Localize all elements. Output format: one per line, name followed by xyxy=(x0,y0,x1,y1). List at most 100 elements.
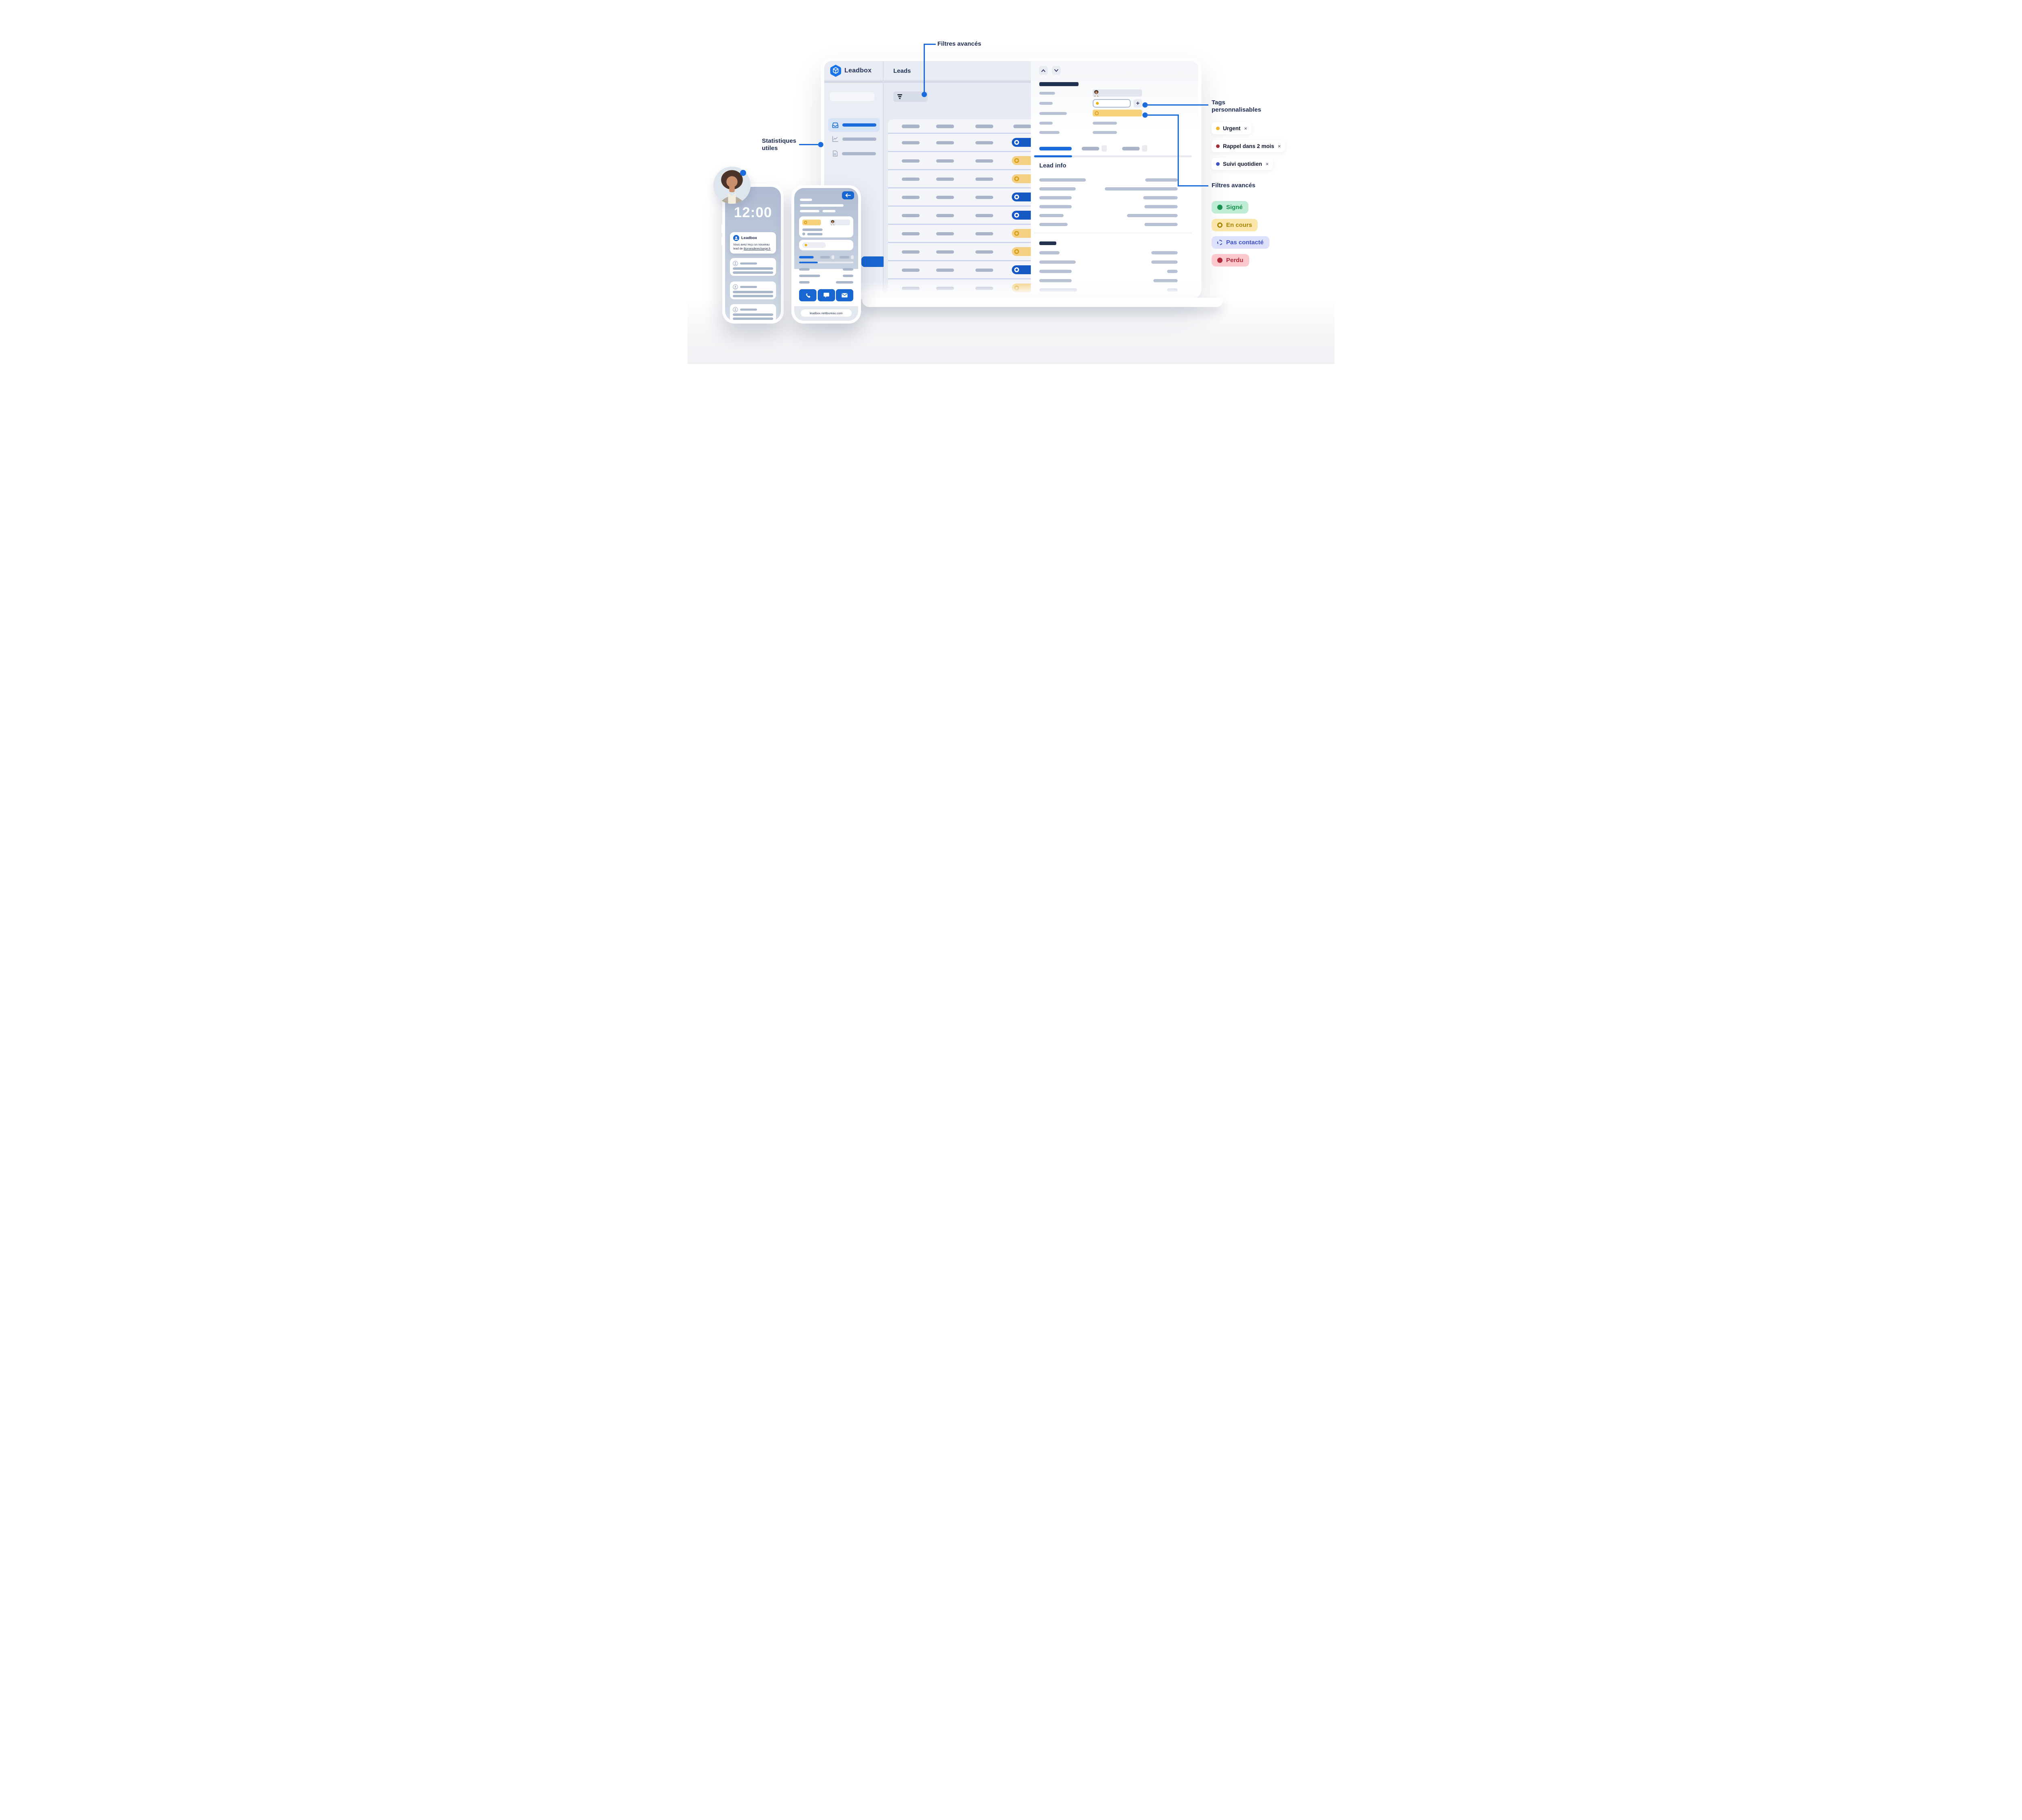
tab-active-skeleton[interactable] xyxy=(799,256,814,258)
status-filter-signé[interactable]: Signé xyxy=(1212,201,1248,214)
tab-skeleton[interactable] xyxy=(1082,147,1099,150)
info-value-skeleton xyxy=(1151,251,1178,254)
tag-chip-suivi-quotidien[interactable]: Suivi quotidien × xyxy=(1212,158,1273,170)
info-label-skeleton xyxy=(1039,270,1072,273)
avatar xyxy=(713,167,751,204)
phone-lockscreen-mockup: 12:00 Leadbox Vous avez reçu un nouveau … xyxy=(721,184,784,324)
new-lead-button[interactable] xyxy=(861,256,886,267)
cell-skeleton xyxy=(936,159,954,163)
lead-row[interactable] xyxy=(888,169,1031,187)
info-value-skeleton xyxy=(1127,214,1178,217)
line-skeleton xyxy=(733,295,773,297)
sidebar-item-leads[interactable] xyxy=(828,118,880,132)
status-tag-yellow xyxy=(802,220,821,225)
status-pill-yellow xyxy=(1012,284,1031,292)
status-filter-perdu[interactable]: Perdu xyxy=(1212,254,1249,267)
notification-link[interactable]: Bornesderecharge.fr xyxy=(743,246,771,250)
leads-table xyxy=(888,119,1031,296)
connector-dot xyxy=(818,142,823,147)
subtitle-skeleton xyxy=(800,204,844,207)
notification-card[interactable] xyxy=(730,281,776,299)
tag-chip-urgent[interactable]: Urgent × xyxy=(1212,122,1252,134)
connector-dot xyxy=(1142,102,1148,108)
connector-line xyxy=(1148,104,1208,106)
column-header-skeleton xyxy=(902,125,920,128)
meta-skeleton xyxy=(823,210,835,212)
status-tag-yellow[interactable] xyxy=(1093,110,1142,116)
filters-button[interactable] xyxy=(893,91,928,102)
connector-line xyxy=(799,144,818,145)
lead-card[interactable] xyxy=(799,216,853,237)
tag-chip-rappel-dans-2-mois[interactable]: Rappel dans 2 mois × xyxy=(1212,140,1286,152)
lead-row[interactable] xyxy=(888,242,1031,260)
remove-tag-icon[interactable]: × xyxy=(1244,125,1248,131)
next-lead-button[interactable] xyxy=(1052,66,1061,75)
notification-message: Vous avez reçu un nouveau lead de Bornes… xyxy=(733,243,771,250)
email-button[interactable] xyxy=(836,289,853,301)
sidebar-item-statistics[interactable] xyxy=(832,135,876,142)
detail-label-skeleton xyxy=(799,281,810,284)
status-ring-icon xyxy=(1014,286,1019,290)
add-tag-button[interactable]: + xyxy=(1134,99,1142,108)
line-skeleton xyxy=(733,267,773,270)
url-field[interactable]: leadbox.nettbureau.com xyxy=(801,309,852,317)
notification-card[interactable] xyxy=(730,304,776,321)
info-value-skeleton xyxy=(1167,270,1178,273)
tab-skeleton[interactable] xyxy=(1122,147,1140,150)
cell-skeleton xyxy=(975,214,993,217)
previous-lead-button[interactable] xyxy=(1039,66,1048,75)
tab-skeleton[interactable] xyxy=(820,256,830,258)
remove-tag-icon[interactable]: × xyxy=(1277,143,1281,149)
push-notification[interactable]: Leadbox Vous avez reçu un nouveau lead d… xyxy=(730,232,776,254)
laptop-screen: Leadbox Leads xyxy=(824,61,1198,296)
lead-row[interactable] xyxy=(888,260,1031,278)
tag-row-card[interactable] xyxy=(799,240,853,250)
tag-input[interactable] xyxy=(1093,99,1131,108)
call-button[interactable] xyxy=(799,289,816,301)
sidebar-placeholder xyxy=(830,92,874,101)
tab-active-skeleton[interactable] xyxy=(1039,147,1072,150)
message-button[interactable] xyxy=(817,289,835,301)
tag-color-dot xyxy=(1216,162,1220,166)
tag-color-dot xyxy=(1096,102,1099,105)
status-ring-icon xyxy=(1014,195,1019,199)
cell-skeleton xyxy=(936,214,954,217)
section2-row xyxy=(1039,260,1178,264)
tab-skeleton[interactable] xyxy=(840,256,849,258)
tab-underline-track xyxy=(799,262,853,263)
notification-card[interactable] xyxy=(730,258,776,276)
document-icon xyxy=(833,150,838,157)
status-pill-yellow xyxy=(1012,229,1031,238)
cell-skeleton xyxy=(975,269,993,272)
sidebar-item-label-skeleton xyxy=(842,137,876,141)
assignee-chip[interactable] xyxy=(1093,89,1142,97)
lead-info-row xyxy=(1039,178,1178,182)
lead-row[interactable] xyxy=(888,205,1031,224)
header-divider xyxy=(824,80,884,83)
lockscreen-clock: 12:00 xyxy=(734,205,772,220)
laptop-mockup: Leadbox Leads xyxy=(821,58,1201,299)
lead-row[interactable] xyxy=(888,151,1031,169)
sidebar-item-documents[interactable] xyxy=(832,150,876,157)
detail-label-skeleton xyxy=(799,268,810,271)
phone2-screen: leadbox.nettbureau.com xyxy=(794,188,858,321)
cell-skeleton xyxy=(975,287,993,290)
connector-line xyxy=(1148,114,1179,116)
lead-row[interactable] xyxy=(888,133,1031,151)
status-filter-en-cours[interactable]: En cours xyxy=(1212,218,1258,231)
cell-skeleton xyxy=(936,232,954,235)
detail-value-skeleton xyxy=(843,275,853,277)
cell-skeleton xyxy=(902,287,920,290)
field-value-skeleton xyxy=(1093,122,1117,125)
back-button[interactable] xyxy=(842,191,854,199)
lead-row[interactable] xyxy=(888,187,1031,205)
lead-row[interactable] xyxy=(888,224,1031,242)
info-label-skeleton xyxy=(1039,223,1068,226)
remove-tag-icon[interactable]: × xyxy=(1265,161,1269,167)
status-ring-icon xyxy=(1014,267,1019,272)
status-filter-pas-contacté[interactable]: Pas contacté xyxy=(1212,236,1269,249)
status-pill-blue xyxy=(1012,265,1031,274)
header-divider xyxy=(884,80,1031,83)
info-value-skeleton xyxy=(1151,260,1178,264)
lead-row[interactable] xyxy=(888,278,1031,296)
